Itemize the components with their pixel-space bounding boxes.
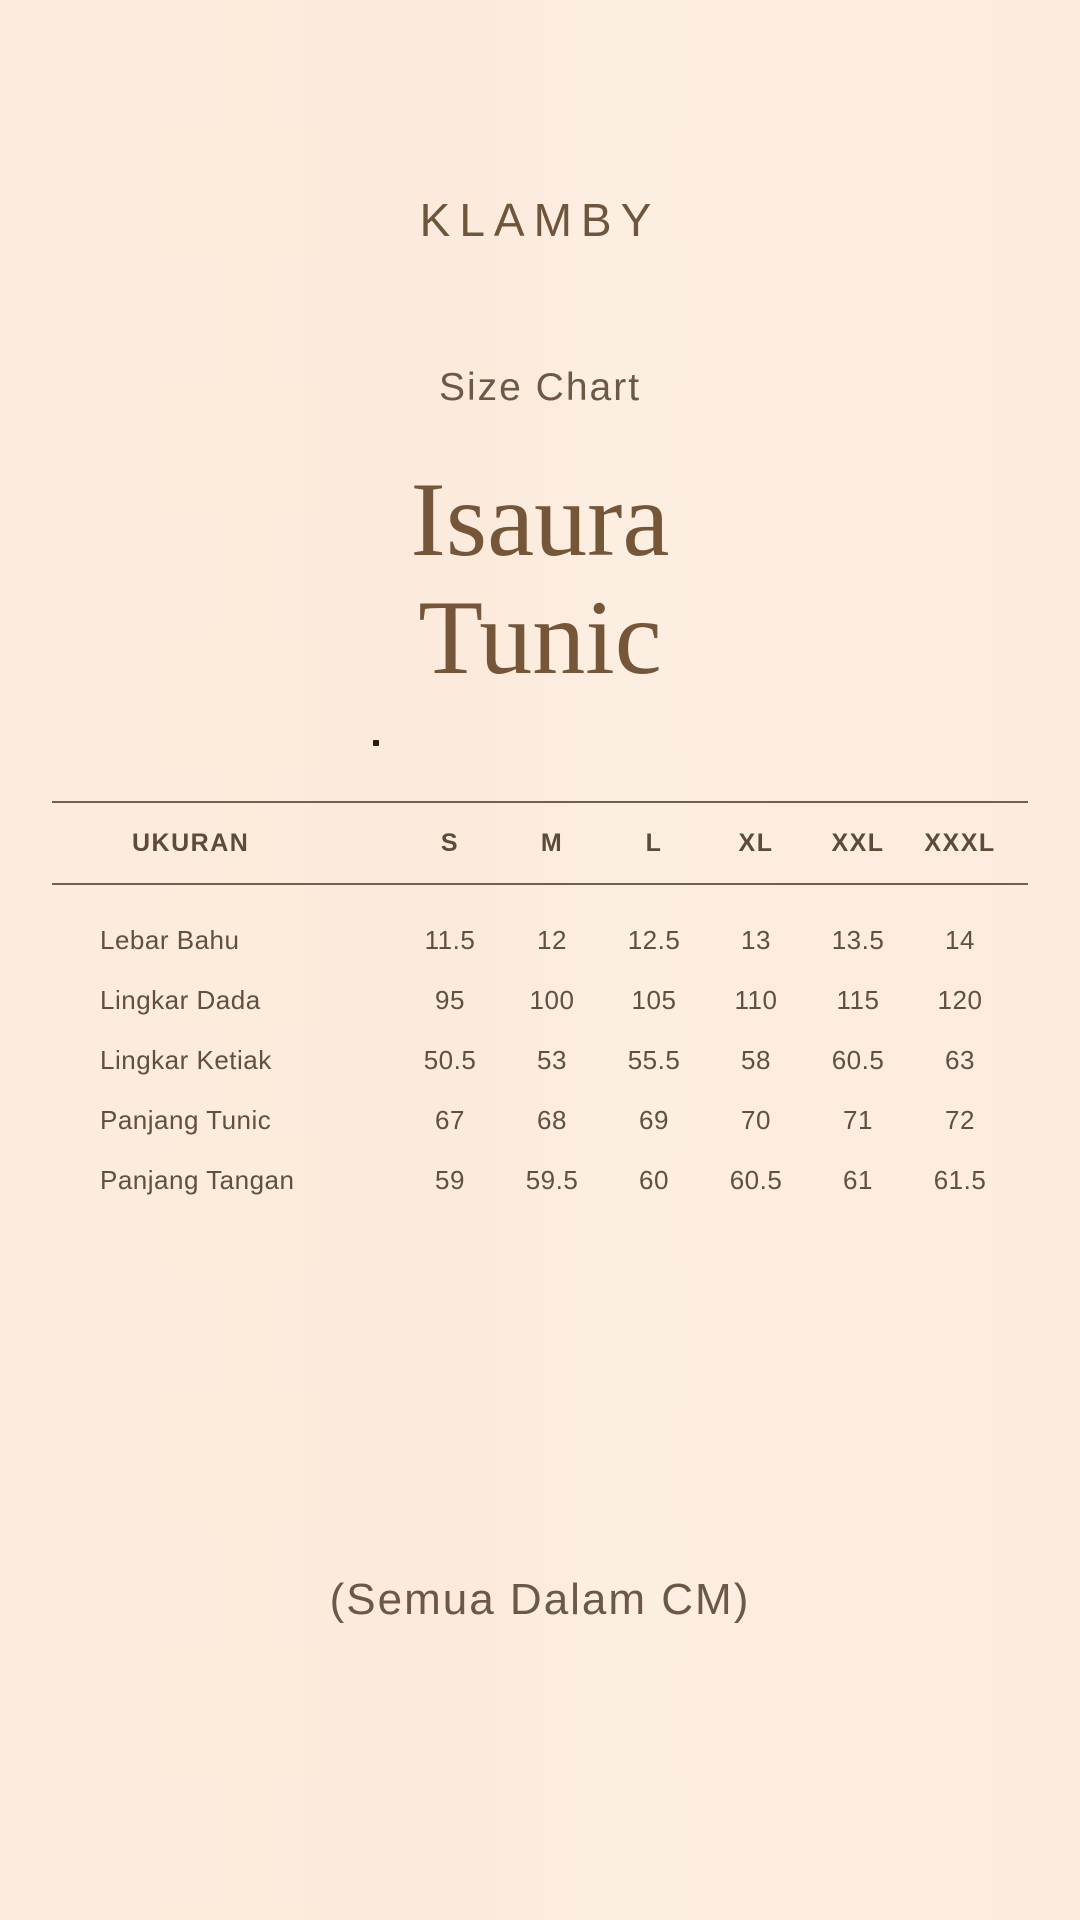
cell-value: 70 — [741, 1104, 771, 1135]
column-header-s: S — [440, 828, 460, 857]
cell-value: 13 — [741, 924, 771, 955]
cell-value: 69 — [639, 1104, 669, 1135]
units-note: (Semua Dalam CM) — [329, 1575, 751, 1624]
column-header-xxl: XXL — [831, 828, 885, 857]
size-table-body: Lebar Bahu 11.5 12 12.5 13 13.5 14 Lingk… — [52, 885, 1028, 1210]
cell-value: 100 — [529, 984, 575, 1015]
cell-value: 14 — [945, 924, 975, 955]
cell-value: 60 — [639, 1164, 669, 1195]
cell-value: 95 — [435, 984, 465, 1015]
table-row-panjang-tunic: Panjang Tunic 67 68 69 70 71 72 — [52, 1090, 1028, 1150]
table-row-lingkar-ketiak: Lingkar Ketiak 50.5 53 55.5 58 60.5 63 — [52, 1030, 1028, 1090]
row-label: Lingkar Dada — [100, 984, 261, 1015]
size-chart-subtitle: Size Chart — [438, 366, 642, 409]
cell-value: 13.5 — [831, 924, 885, 955]
column-header-m: M — [540, 828, 564, 857]
cell-value: 55.5 — [627, 1044, 681, 1075]
product-title: Isaura Tunic — [0, 461, 1080, 697]
cell-value: 12 — [537, 924, 567, 955]
brand-logo: KLAMBY — [419, 194, 661, 246]
column-header-ukuran: UKURAN — [132, 828, 250, 857]
cell-value: 53 — [537, 1044, 567, 1075]
cell-value: 12.5 — [627, 924, 681, 955]
cell-value: 50.5 — [423, 1044, 477, 1075]
column-header-xl: XL — [738, 828, 774, 857]
cell-value: 60.5 — [831, 1044, 885, 1075]
row-label: Panjang Tangan — [100, 1164, 295, 1195]
cell-value: 63 — [945, 1044, 975, 1075]
size-table: UKURAN S M L XL XXL XXXL Lebar Bahu 11.5… — [52, 801, 1028, 1210]
product-title-line1: Isaura — [410, 461, 670, 578]
cell-value: 68 — [537, 1104, 567, 1135]
cell-value: 71 — [843, 1104, 873, 1135]
cell-value: 120 — [937, 984, 983, 1015]
cell-value: 61 — [843, 1164, 873, 1195]
cell-value: 67 — [435, 1104, 465, 1135]
cell-value: 110 — [734, 984, 778, 1015]
cell-value: 59.5 — [525, 1164, 579, 1195]
cell-value: 11.5 — [424, 924, 476, 955]
column-header-l: L — [645, 828, 663, 857]
product-title-line2: Tunic — [418, 579, 662, 696]
cell-value: 58 — [741, 1044, 771, 1075]
table-row-lebar-bahu: Lebar Bahu 11.5 12 12.5 13 13.5 14 — [52, 910, 1028, 970]
cell-value: 59 — [435, 1164, 465, 1195]
cell-value: 61.5 — [933, 1164, 987, 1195]
row-label: Lebar Bahu — [100, 924, 240, 955]
cell-value: 115 — [836, 984, 880, 1015]
table-row-panjang-tangan: Panjang Tangan 59 59.5 60 60.5 61 61.5 — [52, 1150, 1028, 1210]
size-table-header-row: UKURAN S M L XL XXL XXXL — [52, 801, 1028, 885]
table-row-lingkar-dada: Lingkar Dada 95 100 105 110 115 120 — [52, 970, 1028, 1030]
dot-mark — [373, 740, 379, 746]
cell-value: 72 — [945, 1104, 975, 1135]
row-label: Panjang Tunic — [100, 1104, 272, 1135]
row-label: Lingkar Ketiak — [100, 1044, 272, 1075]
column-header-xxxl: XXXL — [924, 828, 996, 857]
cell-value: 105 — [631, 984, 677, 1015]
cell-value: 60.5 — [729, 1164, 783, 1195]
